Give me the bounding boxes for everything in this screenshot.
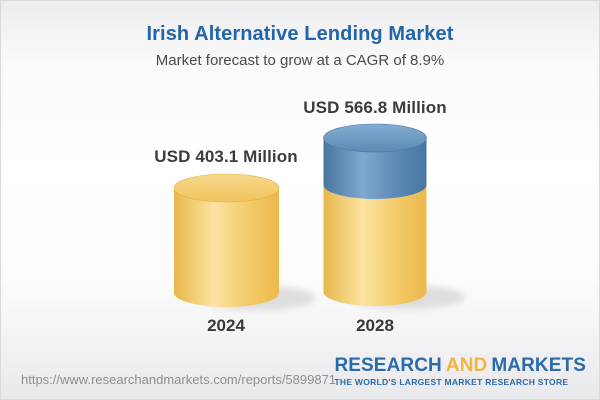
value-label-2028: USD 566.8 Million bbox=[303, 98, 447, 117]
logo-word-and: AND bbox=[445, 355, 488, 376]
category-label-2028: 2028 bbox=[356, 316, 394, 335]
value-label-2024: USD 403.1 Million bbox=[154, 147, 298, 166]
page-title: Irish Alternative Lending Market bbox=[146, 23, 454, 45]
logo-word-research: RESEARCH bbox=[334, 355, 442, 376]
cylinder-2028-base-segment bbox=[323, 185, 427, 306]
logo-word-markets: MARKETS bbox=[491, 355, 586, 376]
logo-tagline: THE WORLD'S LARGEST MARKET RESEARCH STOR… bbox=[334, 377, 569, 387]
page-subtitle: Market forecast to grow at a CAGR of 8.9… bbox=[155, 52, 445, 69]
cylinder-2024-body bbox=[174, 188, 279, 307]
logo-wordmark: RESEARCH AND MARKETS bbox=[334, 356, 586, 376]
category-label-2024: 2024 bbox=[207, 316, 245, 335]
research-and-markets-logo: RESEARCH AND MARKETS THE WORLD'S LARGEST M… bbox=[334, 356, 586, 388]
cylinder-2024-top bbox=[173, 173, 280, 203]
report-url: https://www.researchandmarkets.com/repor… bbox=[21, 372, 337, 387]
cylinder-2028-top bbox=[323, 123, 427, 153]
cylinder-2028-growth-segment bbox=[323, 138, 427, 199]
